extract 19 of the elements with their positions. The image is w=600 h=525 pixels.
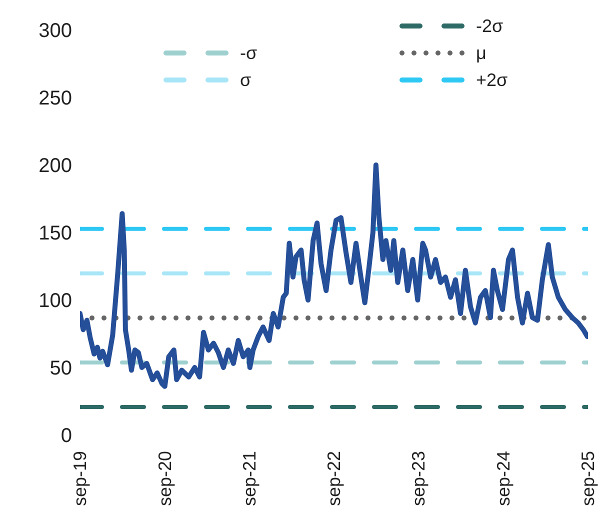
y-tick-label: 300 (38, 20, 72, 42)
legend-label: +2σ (476, 70, 508, 90)
y-tick-label: 0 (60, 425, 72, 448)
y-tick-label: 150 (38, 222, 72, 245)
legend-label: μ (476, 42, 486, 64)
x-tick-label: sep-23 (408, 451, 429, 506)
x-tick-label: sep-22 (324, 451, 344, 506)
y-tick-label: 50 (50, 358, 72, 380)
x-tick-label: sep-20 (154, 451, 175, 506)
y-tick-label: 250 (38, 88, 72, 110)
y-tick-label: 100 (38, 290, 72, 312)
legend-label: -2σ (476, 16, 504, 36)
x-tick-label: sep-21 (239, 451, 260, 506)
legend-label: -σ (240, 42, 258, 64)
x-tick-label: sep-25 (578, 451, 598, 506)
x-tick-label: sep-24 (493, 451, 514, 506)
legend-label: σ (240, 70, 252, 90)
x-tick-label: sep-19 (70, 451, 90, 506)
y-tick-label: 200 (38, 155, 72, 178)
